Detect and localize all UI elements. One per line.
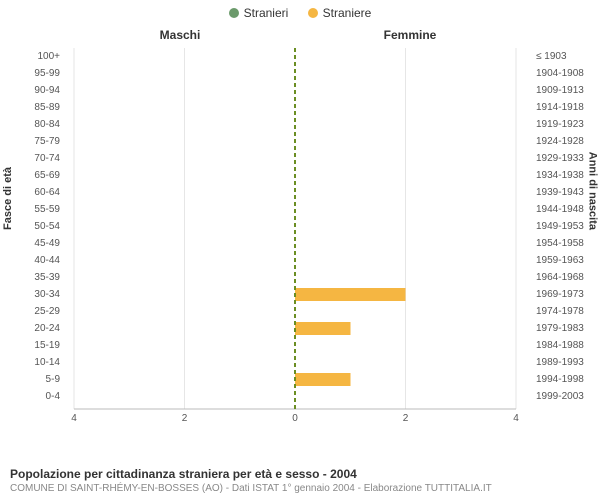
bar-female [295,322,350,335]
age-label: 30-34 [34,290,60,300]
birth-year-label: 1964-1968 [536,273,584,283]
age-label: 10-14 [34,358,60,368]
age-label: 55-59 [34,205,60,215]
birth-year-label: 1979-1983 [536,324,584,334]
birth-year-label: 1999-2003 [536,392,584,402]
age-label: 25-29 [34,307,60,317]
birth-year-label: 1959-1963 [536,256,584,266]
birth-year-label: 1989-1993 [536,358,584,368]
age-label: 90-94 [34,86,60,96]
birth-year-label: 1919-1923 [536,120,584,130]
birth-year-label: 1934-1938 [536,171,584,181]
caption: Popolazione per cittadinanza straniera p… [10,467,590,494]
caption-subtitle: COMUNE DI SAINT-RHÉMY-EN-BOSSES (AO) - D… [10,483,590,494]
birth-year-label: 1914-1918 [536,103,584,113]
birth-year-label: 1944-1948 [536,205,584,215]
birth-year-label: 1969-1973 [536,290,584,300]
legend: Stranieri Straniere [0,0,600,21]
x-tick-label: 2 [403,413,409,424]
age-label: 5-9 [46,375,60,385]
panel-title-maschi: Maschi [70,28,290,42]
birth-year-label: 1904-1908 [536,69,584,79]
birth-labels-container: ≤ 1903 1904-1908 1909-1913 1914-1918 1919-19… [530,44,600,434]
age-label: 65-69 [34,171,60,181]
age-labels-container: 100+ 95-99 90-94 85-89 80-84 75-79 70-74 65-69 6… [0,44,66,434]
age-label: 45-49 [34,239,60,249]
age-label: 15-19 [34,341,60,351]
caption-title: Popolazione per cittadinanza straniera p… [10,467,590,481]
age-label: 50-54 [34,222,60,232]
age-label: 40-44 [34,256,60,266]
bar-female [295,373,350,386]
age-label: 60-64 [34,188,60,198]
age-label: 75-79 [34,137,60,147]
age-label: 85-89 [34,103,60,113]
legend-label-female: Straniere [323,6,372,20]
birth-year-label: 1974-1978 [536,307,584,317]
birth-year-label: 1939-1943 [536,188,584,198]
legend-swatch-female [308,8,318,18]
legend-swatch-male [229,8,239,18]
legend-item-stranieri: Stranieri [229,6,289,20]
age-label: 70-74 [34,154,60,164]
bar-female [295,288,406,301]
chart-container: Stranieri Straniere Maschi Femmine Fasce… [0,0,600,500]
birth-year-label: 1929-1933 [536,154,584,164]
birth-year-label: 1984-1988 [536,341,584,351]
x-tick-label: 2 [182,413,188,424]
age-label: 95-99 [34,69,60,79]
plot-svg [70,44,520,434]
age-label: 20-24 [34,324,60,334]
plot-area: 4 2 0 2 4 [70,44,520,434]
birth-year-label: 1994-1998 [536,375,584,385]
age-label: 80-84 [34,120,60,130]
panel-title-femmine: Femmine [300,28,520,42]
birth-year-label: 1949-1953 [536,222,584,232]
age-label: 100+ [37,52,60,62]
age-label: 35-39 [34,273,60,283]
birth-year-label: ≤ 1903 [536,52,567,62]
birth-year-label: 1954-1958 [536,239,584,249]
legend-item-straniere: Straniere [308,6,372,20]
x-tick-label: 4 [71,413,77,424]
birth-year-label: 1909-1913 [536,86,584,96]
age-label: 0-4 [46,392,60,402]
x-tick-label: 4 [513,413,519,424]
legend-label-male: Stranieri [244,6,289,20]
x-tick-label: 0 [292,413,298,424]
birth-year-label: 1924-1928 [536,137,584,147]
